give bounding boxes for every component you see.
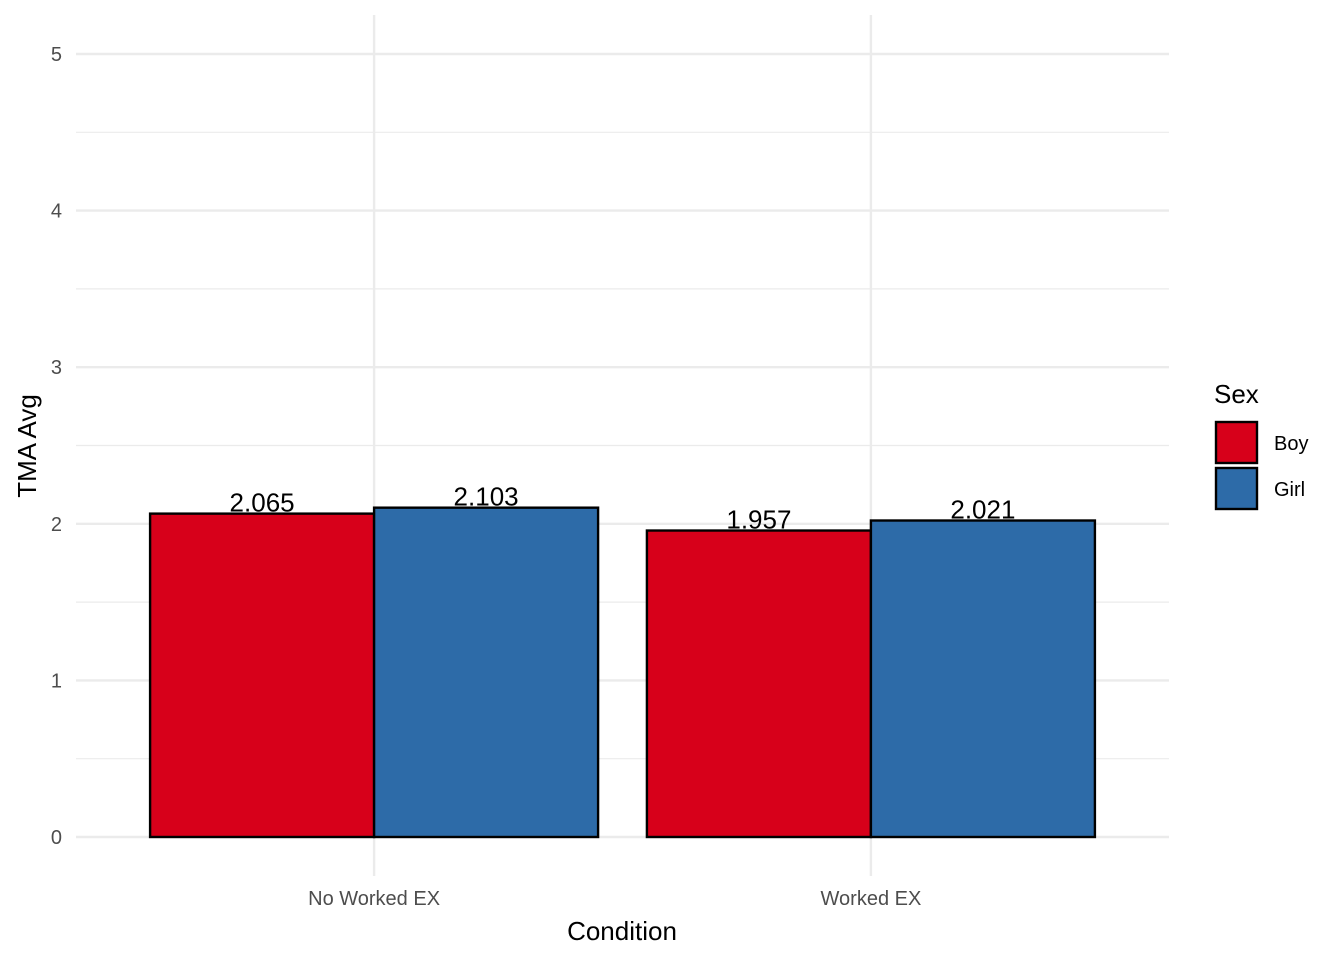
- bar-boy: [645, 529, 873, 839]
- y-tick-label: 2: [51, 514, 62, 536]
- legend-label: Boy: [1274, 433, 1308, 455]
- legend-label: Girl: [1274, 479, 1305, 501]
- bar-girl: [372, 506, 600, 839]
- data-label: 2.065: [230, 488, 295, 518]
- y-tick-label: 4: [51, 201, 62, 223]
- y-tick-label: 3: [51, 357, 62, 379]
- x-axis-ticks: No Worked EX Worked EX: [308, 888, 921, 910]
- x-tick-label: No Worked EX: [308, 888, 440, 910]
- data-label: 1.957: [726, 505, 791, 535]
- bars: [148, 506, 1097, 839]
- legend-swatch-boy: [1214, 420, 1259, 465]
- x-axis-title: Condition: [567, 916, 677, 946]
- y-axis-title: TMA Avg: [12, 394, 42, 498]
- data-labels: 2.065 2.103 1.957 2.021: [230, 482, 1016, 535]
- y-tick-label: 1: [51, 670, 62, 692]
- bar-girl: [869, 519, 1097, 839]
- data-label: 2.021: [950, 495, 1015, 525]
- y-tick-label: 0: [51, 827, 62, 849]
- legend-items: Boy Girl: [1214, 420, 1308, 511]
- legend-title: Sex: [1214, 379, 1259, 409]
- legend-swatch-girl: [1214, 466, 1259, 511]
- data-label: 2.103: [454, 482, 519, 512]
- x-tick-label: Worked EX: [821, 888, 922, 910]
- legend: Sex Boy Girl: [1214, 379, 1308, 511]
- y-axis-ticks: 0 1 2 3 4 5: [51, 44, 62, 849]
- bar-boy: [148, 512, 376, 839]
- y-tick-label: 5: [51, 44, 62, 66]
